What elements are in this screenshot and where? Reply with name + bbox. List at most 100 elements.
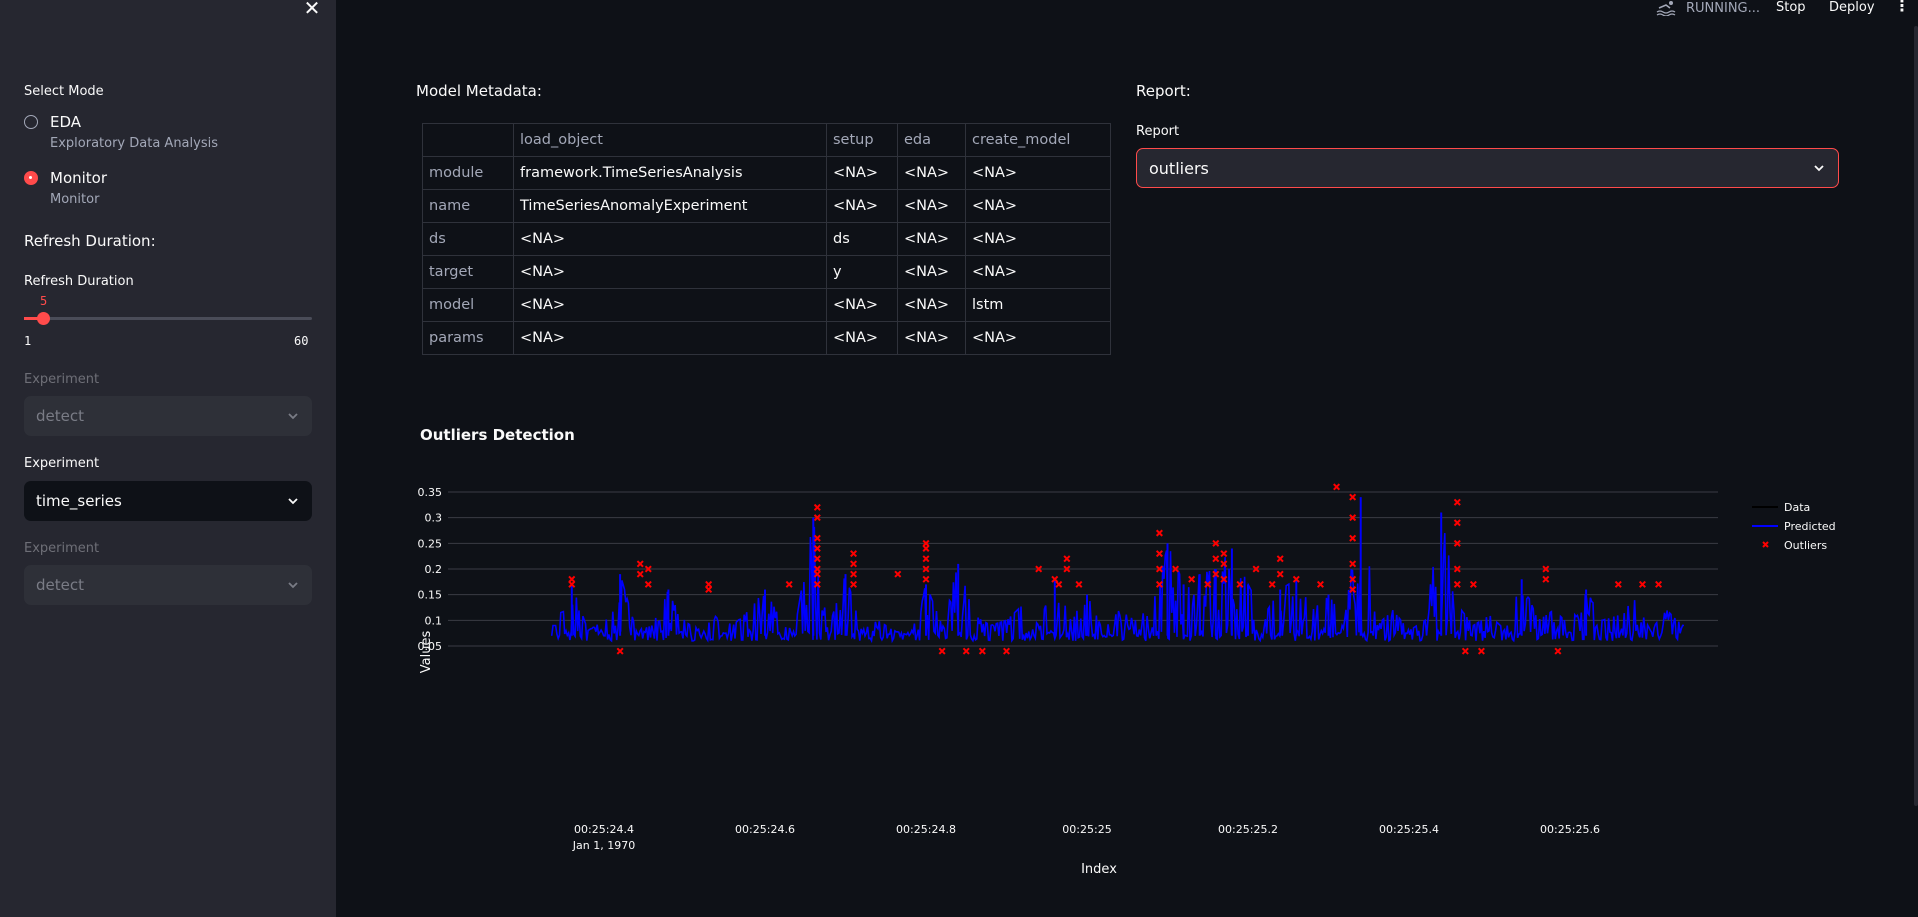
table-cell: <NA> (897, 255, 966, 289)
sidebar: ✕ Select Mode EDA Exploratory Data Analy… (0, 0, 336, 917)
table-cell: <NA> (826, 156, 898, 190)
y-tick-label: 0.05 (418, 640, 443, 653)
outlier-marker (1542, 575, 1550, 583)
radio-monitor[interactable]: Monitor Monitor (24, 168, 107, 207)
stop-button[interactable]: Stop (1776, 0, 1806, 15)
table-cell: <NA> (897, 321, 966, 355)
table-cell: <NA> (965, 189, 1111, 223)
outlier-marker (1204, 580, 1212, 588)
outlier-marker (813, 514, 821, 522)
table-cell: <NA> (826, 321, 898, 355)
deploy-button[interactable]: Deploy (1829, 0, 1875, 15)
column-header: eda (897, 123, 966, 157)
slider-thumb[interactable] (37, 312, 50, 325)
outlier-marker (1236, 580, 1244, 588)
outlier-marker (813, 555, 821, 563)
outlier-marker (1349, 586, 1357, 594)
table-cell: <NA> (965, 222, 1111, 256)
table-cell: <NA> (965, 156, 1111, 190)
slider-min: 1 (24, 334, 32, 348)
chevron-down-icon (288, 498, 298, 505)
outlier-marker (1333, 483, 1341, 491)
outlier-marker (636, 560, 644, 568)
table-cell: <NA> (897, 189, 966, 223)
x-tick-label: 00:25:25.6 (1540, 823, 1600, 836)
outlier-marker (1316, 580, 1324, 588)
experiment-select-3[interactable]: detect (24, 565, 312, 605)
table-row: params <NA> <NA> <NA> <NA> (422, 321, 1111, 355)
y-tick-label: 0.2 (425, 563, 443, 576)
close-sidebar-button[interactable]: ✕ (300, 0, 324, 18)
row-header-cell: model (422, 288, 514, 322)
radio-eda[interactable]: EDA Exploratory Data Analysis (24, 112, 218, 151)
outlier-marker (1349, 493, 1357, 501)
table-cell: <NA> (965, 321, 1111, 355)
outlier-marker (1075, 580, 1083, 588)
table-cell: <NA> (513, 321, 827, 355)
outlier-marker (636, 570, 644, 578)
outlier-marker (1055, 580, 1063, 588)
swimmer-icon (1656, 1, 1676, 16)
outlier-marker (1349, 575, 1357, 583)
outlier-marker (1035, 565, 1043, 573)
x-tick-sublabel: Jan 1, 1970 (572, 839, 635, 852)
experiment-label: Experiment (24, 456, 100, 471)
outlier-marker (1292, 575, 1300, 583)
experiment-select-2[interactable]: time_series (24, 481, 312, 521)
main-menu-icon[interactable]: ⋮ (1894, 0, 1910, 15)
close-icon: ✕ (303, 0, 321, 20)
chevron-down-icon (288, 413, 298, 420)
legend-label: Data (1784, 501, 1810, 514)
outlier-marker (1453, 519, 1461, 527)
table-cell: <NA> (897, 222, 966, 256)
report-label: Report (1136, 124, 1180, 139)
radio-checked-icon[interactable] (24, 171, 38, 185)
table-cell: <NA> (897, 288, 966, 322)
x-tick-label: 00:25:25.4 (1379, 823, 1439, 836)
legend-outliers-swatch (1762, 541, 1769, 548)
experiment-select-1[interactable]: detect (24, 396, 312, 436)
outlier-marker (1469, 580, 1477, 588)
table-cell: lstm (965, 288, 1111, 322)
x-tick-label: 00:25:25 (1062, 823, 1111, 836)
predicted-line (550, 526, 1685, 644)
outlier-marker (1276, 555, 1284, 563)
table-cell: ds (826, 222, 898, 256)
outliers-chart[interactable]: 0.05 0.1 0.15 0.2 0.25 0.3 0.35 00:25:24.4 00:25… (400, 470, 1880, 890)
refresh-duration-label: Refresh Duration (24, 274, 134, 289)
table-header-row: load_object setup eda create_model (422, 123, 1111, 157)
outlier-marker (1212, 555, 1220, 563)
report-select[interactable]: outliers (1136, 148, 1839, 188)
y-tick-label: 0.25 (418, 537, 443, 550)
refresh-duration-heading: Refresh Duration: (24, 232, 156, 250)
outlier-marker (1002, 647, 1011, 655)
select-value: detect (36, 407, 84, 425)
outlier-marker (1155, 529, 1163, 537)
x-tick-label: 00:25:25.2 (1218, 823, 1278, 836)
outlier-marker (1212, 570, 1220, 578)
outlier-marker (962, 647, 970, 655)
table-cell: <NA> (513, 288, 827, 322)
experiment-label: Experiment (24, 372, 100, 387)
report-title: Report: (1136, 82, 1191, 100)
chevron-down-icon (1814, 165, 1824, 172)
metadata-title: Model Metadata: (416, 82, 542, 100)
legend-label: Predicted (1784, 520, 1836, 533)
outlier-marker (1063, 565, 1071, 573)
y-tick-label: 0.35 (418, 486, 443, 499)
outlier-marker (568, 580, 576, 588)
row-header-cell: params (422, 321, 514, 355)
slider-max: 60 (294, 334, 309, 348)
outlier-marker (705, 586, 713, 594)
outlier-marker (1155, 580, 1163, 588)
column-header: create_model (965, 123, 1111, 157)
table-cell: <NA> (826, 288, 898, 322)
table-cell: <NA> (826, 189, 898, 223)
radio-unchecked-icon[interactable] (24, 115, 38, 129)
x-tick-label: 00:25:24.8 (896, 823, 956, 836)
table-cell: y (826, 255, 898, 289)
outlier-marker (1220, 550, 1228, 558)
outlier-marker (644, 580, 652, 588)
slider-track[interactable] (24, 317, 312, 320)
main-scrollbar[interactable] (1914, 26, 1918, 806)
